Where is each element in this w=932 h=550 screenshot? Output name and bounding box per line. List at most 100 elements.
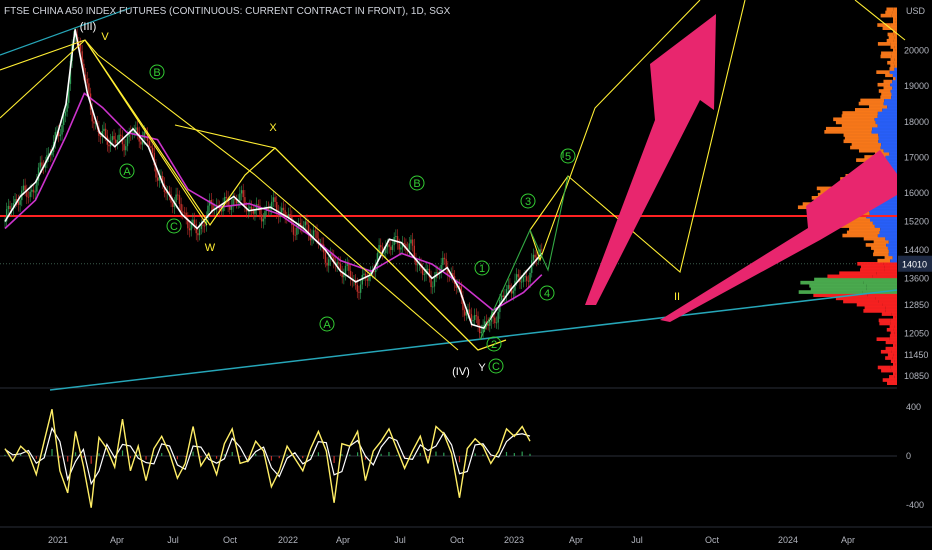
candle-body: [281, 207, 283, 213]
candle-body: [522, 277, 525, 282]
vp-bar-inner: [893, 381, 897, 385]
vp-bar-inner: [868, 277, 897, 282]
candle-body: [99, 135, 102, 137]
candle-body: [437, 271, 439, 273]
candle-body: [120, 134, 122, 136]
grid-lines: [0, 263, 932, 528]
candle-body: [168, 191, 171, 195]
wave-label-n3: 3: [525, 196, 531, 208]
candle-body: [151, 147, 154, 153]
vp-bar-outer: [881, 312, 892, 316]
candle-body: [487, 323, 489, 326]
candle-body: [57, 131, 60, 137]
vp-bar-inner: [866, 287, 897, 291]
candle-body: [202, 224, 204, 226]
candle-body: [4, 221, 6, 223]
candle-body: [200, 224, 202, 230]
candle-body: [312, 230, 315, 237]
vp-bar-outer: [876, 70, 890, 74]
candle-body: [133, 129, 135, 134]
vp-bar-outer: [839, 271, 877, 276]
y-tick-label: 11450: [904, 350, 928, 360]
vp-bar-outer: [869, 104, 888, 109]
vp-bar-inner: [893, 32, 897, 37]
candle-body: [205, 217, 207, 226]
vp-bar-outer: [835, 296, 876, 301]
vp-bar-inner: [887, 246, 897, 250]
candle-body: [101, 131, 103, 137]
vp-bar-inner: [892, 356, 897, 360]
candle-body: [104, 128, 107, 136]
candle-body: [401, 242, 404, 248]
candle-body: [477, 316, 479, 326]
candle-body: [185, 212, 187, 220]
wave-label-W: W: [205, 242, 216, 254]
vp-bar-outer: [813, 293, 868, 298]
vp-bar-outer: [881, 51, 892, 56]
candle-body: [421, 268, 424, 275]
candle-body: [447, 268, 449, 276]
vp-bar-inner: [894, 375, 897, 379]
vp-bar-outer: [835, 120, 876, 125]
candle-body: [309, 234, 312, 241]
osc-tick-label: 400: [906, 402, 921, 412]
vp-bar-inner: [892, 86, 897, 90]
vp-bar-outer: [880, 95, 892, 100]
vp-bar-outer: [877, 258, 891, 263]
candle-body: [94, 122, 97, 124]
vp-bar-outer: [889, 324, 895, 329]
candle-body: [358, 291, 360, 293]
candle-body: [428, 268, 431, 278]
vp-bar-inner: [892, 255, 897, 260]
candle-body: [153, 152, 155, 166]
candle-body: [366, 278, 369, 281]
candle-body: [56, 131, 58, 133]
candle-body: [299, 222, 301, 226]
y-tick-label: 12050: [904, 328, 929, 338]
vp-bar-outer: [850, 145, 881, 150]
candle-body: [126, 136, 129, 147]
candle-body: [385, 247, 387, 253]
up-arrow-right: [660, 150, 897, 322]
vp-bar-outer: [824, 130, 872, 134]
x-tick-label: Jul: [631, 535, 643, 545]
vp-bar-inner: [891, 95, 897, 100]
wave-label-C: C: [170, 221, 178, 233]
candle-body: [188, 228, 191, 231]
vp-bar-outer: [887, 381, 894, 385]
candle-body: [463, 310, 466, 316]
price-layer: [0, 7, 898, 391]
projection-path-2: [529, 0, 701, 262]
vp-bar-inner: [889, 152, 897, 156]
vp-bar-inner: [894, 324, 897, 329]
vp-bar-inner: [891, 54, 897, 59]
drawing-overlay[interactable]: [0, 0, 906, 351]
osc-tick-label: -400: [906, 500, 924, 510]
vp-bar-inner: [891, 349, 897, 354]
candle-body: [175, 194, 177, 202]
vp-bar-inner: [888, 239, 897, 244]
currency-label: USD: [906, 6, 926, 16]
osc-main-line: [4, 409, 531, 508]
candle-body: [158, 176, 161, 181]
vp-bar-outer: [886, 7, 894, 12]
candle-body: [27, 196, 30, 198]
candle-body: [423, 274, 426, 276]
vp-bar-inner: [878, 299, 897, 304]
candle-body: [172, 202, 174, 207]
candle-body: [111, 136, 114, 141]
candle-body: [262, 218, 265, 222]
vp-bar-outer: [833, 224, 875, 228]
candle-body: [250, 206, 253, 211]
candle-body: [219, 205, 221, 211]
candle-body: [343, 273, 345, 278]
vp-bar-outer: [884, 255, 893, 260]
candle-body: [224, 196, 226, 205]
osc-signal-line: [4, 426, 531, 486]
candle-body: [274, 197, 276, 202]
x-tick-label: Apr: [110, 535, 124, 545]
vp-bar-inner: [878, 133, 897, 137]
vp-bar-inner: [885, 236, 897, 241]
x-tick-label: 2023: [504, 535, 524, 545]
